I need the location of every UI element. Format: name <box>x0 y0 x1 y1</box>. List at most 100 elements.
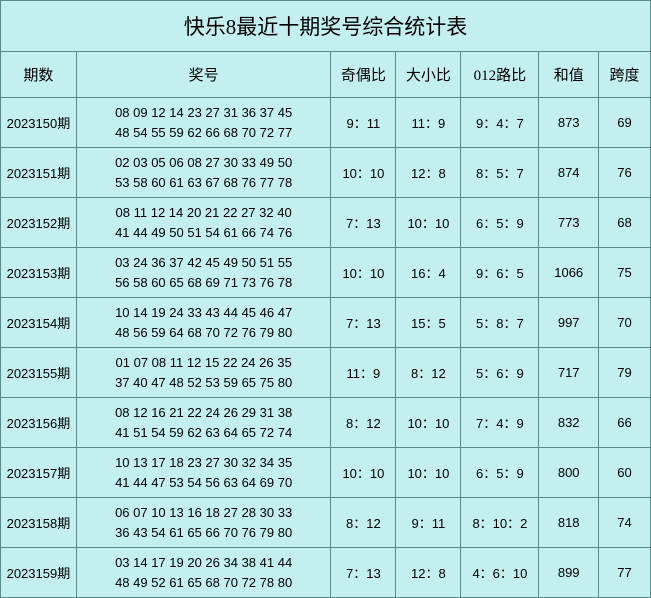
header-period: 期数 <box>1 52 77 98</box>
numbers-line1: 01 07 08 11 12 15 22 24 26 35 <box>81 353 327 373</box>
span-cell: 75 <box>598 248 650 298</box>
numbers-cell: 03 14 17 19 20 26 34 38 41 4448 49 52 61… <box>76 548 331 598</box>
period-cell: 2023152期 <box>1 198 77 248</box>
big-small-cell: 9：11 <box>396 498 461 548</box>
odd-even-cell: 10：10 <box>331 148 396 198</box>
sum-cell: 1066 <box>539 248 599 298</box>
table-row: 2023158期06 07 10 13 16 18 27 28 30 3336 … <box>1 498 651 548</box>
period-cell: 2023156期 <box>1 398 77 448</box>
table-row: 2023157期10 13 17 18 23 27 30 32 34 3541 … <box>1 448 651 498</box>
numbers-line1: 10 14 19 24 33 43 44 45 46 47 <box>81 303 327 323</box>
header-span: 跨度 <box>598 52 650 98</box>
numbers-line1: 08 12 16 21 22 24 26 29 31 38 <box>81 403 327 423</box>
sum-cell: 773 <box>539 198 599 248</box>
route-012-cell: 7：4：9 <box>461 398 539 448</box>
span-cell: 68 <box>598 198 650 248</box>
span-cell: 79 <box>598 348 650 398</box>
span-cell: 69 <box>598 98 650 148</box>
route-012-cell: 6：5：9 <box>461 198 539 248</box>
table-row: 2023154期10 14 19 24 33 43 44 45 46 4748 … <box>1 298 651 348</box>
odd-even-cell: 7：13 <box>331 198 396 248</box>
span-cell: 76 <box>598 148 650 198</box>
numbers-line2: 41 44 47 53 54 56 63 64 69 70 <box>81 473 327 493</box>
sum-cell: 800 <box>539 448 599 498</box>
span-cell: 77 <box>598 548 650 598</box>
odd-even-cell: 10：10 <box>331 248 396 298</box>
table-row: 2023159期03 14 17 19 20 26 34 38 41 4448 … <box>1 548 651 598</box>
numbers-line2: 41 44 49 50 51 54 61 66 74 76 <box>81 223 327 243</box>
numbers-cell: 03 24 36 37 42 45 49 50 51 5556 58 60 65… <box>76 248 331 298</box>
sum-cell: 899 <box>539 548 599 598</box>
big-small-cell: 10：10 <box>396 398 461 448</box>
header-odd-even: 奇偶比 <box>331 52 396 98</box>
big-small-cell: 10：10 <box>396 448 461 498</box>
period-cell: 2023158期 <box>1 498 77 548</box>
odd-even-cell: 10：10 <box>331 448 396 498</box>
big-small-cell: 11：9 <box>396 98 461 148</box>
table-row: 2023153期03 24 36 37 42 45 49 50 51 5556 … <box>1 248 651 298</box>
numbers-cell: 06 07 10 13 16 18 27 28 30 3336 43 54 61… <box>76 498 331 548</box>
route-012-cell: 8：10：2 <box>461 498 539 548</box>
table-row: 2023156期08 12 16 21 22 24 26 29 31 3841 … <box>1 398 651 448</box>
numbers-line1: 08 09 12 14 23 27 31 36 37 45 <box>81 103 327 123</box>
numbers-line1: 06 07 10 13 16 18 27 28 30 33 <box>81 503 327 523</box>
stats-table-container: 快乐8最近十期奖号综合统计表 期数 奖号 奇偶比 大小比 012路比 和值 跨度… <box>0 0 651 598</box>
header-sum: 和值 <box>539 52 599 98</box>
numbers-line1: 02 03 05 06 08 27 30 33 49 50 <box>81 153 327 173</box>
big-small-cell: 12：8 <box>396 548 461 598</box>
numbers-cell: 01 07 08 11 12 15 22 24 26 3537 40 47 48… <box>76 348 331 398</box>
header-big-small: 大小比 <box>396 52 461 98</box>
table-row: 2023155期01 07 08 11 12 15 22 24 26 3537 … <box>1 348 651 398</box>
numbers-line1: 03 14 17 19 20 26 34 38 41 44 <box>81 553 327 573</box>
route-012-cell: 4：6：10 <box>461 548 539 598</box>
numbers-cell: 10 13 17 18 23 27 30 32 34 3541 44 47 53… <box>76 448 331 498</box>
header-numbers: 奖号 <box>76 52 331 98</box>
numbers-line2: 48 49 52 61 65 68 70 72 78 80 <box>81 573 327 593</box>
sum-cell: 997 <box>539 298 599 348</box>
route-012-cell: 9：4：7 <box>461 98 539 148</box>
stats-table: 期数 奖号 奇偶比 大小比 012路比 和值 跨度 2023150期08 09 … <box>0 51 651 598</box>
period-cell: 2023155期 <box>1 348 77 398</box>
sum-cell: 832 <box>539 398 599 448</box>
route-012-cell: 6：5：9 <box>461 448 539 498</box>
table-title: 快乐8最近十期奖号综合统计表 <box>0 0 651 51</box>
odd-even-cell: 7：13 <box>331 298 396 348</box>
period-cell: 2023150期 <box>1 98 77 148</box>
numbers-cell: 08 09 12 14 23 27 31 36 37 4548 54 55 59… <box>76 98 331 148</box>
table-row: 2023151期02 03 05 06 08 27 30 33 49 5053 … <box>1 148 651 198</box>
numbers-line1: 10 13 17 18 23 27 30 32 34 35 <box>81 453 327 473</box>
period-cell: 2023154期 <box>1 298 77 348</box>
big-small-cell: 10：10 <box>396 198 461 248</box>
span-cell: 60 <box>598 448 650 498</box>
odd-even-cell: 11：9 <box>331 348 396 398</box>
header-route: 012路比 <box>461 52 539 98</box>
numbers-line2: 37 40 47 48 52 53 59 65 75 80 <box>81 373 327 393</box>
numbers-line2: 41 51 54 59 62 63 64 65 72 74 <box>81 423 327 443</box>
route-012-cell: 5：6：9 <box>461 348 539 398</box>
sum-cell: 717 <box>539 348 599 398</box>
table-row: 2023152期08 11 12 14 20 21 22 27 32 4041 … <box>1 198 651 248</box>
numbers-line2: 48 54 55 59 62 66 68 70 72 77 <box>81 123 327 143</box>
numbers-line2: 53 58 60 61 63 67 68 76 77 78 <box>81 173 327 193</box>
numbers-cell: 10 14 19 24 33 43 44 45 46 4748 56 59 64… <box>76 298 331 348</box>
numbers-cell: 08 12 16 21 22 24 26 29 31 3841 51 54 59… <box>76 398 331 448</box>
big-small-cell: 16：4 <box>396 248 461 298</box>
span-cell: 66 <box>598 398 650 448</box>
odd-even-cell: 9：11 <box>331 98 396 148</box>
numbers-line2: 36 43 54 61 65 66 70 76 79 80 <box>81 523 327 543</box>
period-cell: 2023159期 <box>1 548 77 598</box>
span-cell: 70 <box>598 298 650 348</box>
big-small-cell: 8：12 <box>396 348 461 398</box>
odd-even-cell: 7：13 <box>331 548 396 598</box>
route-012-cell: 9：6：5 <box>461 248 539 298</box>
numbers-cell: 08 11 12 14 20 21 22 27 32 4041 44 49 50… <box>76 198 331 248</box>
route-012-cell: 5：8：7 <box>461 298 539 348</box>
big-small-cell: 12：8 <box>396 148 461 198</box>
numbers-line2: 56 58 60 65 68 69 71 73 76 78 <box>81 273 327 293</box>
period-cell: 2023151期 <box>1 148 77 198</box>
span-cell: 74 <box>598 498 650 548</box>
odd-even-cell: 8：12 <box>331 498 396 548</box>
big-small-cell: 15：5 <box>396 298 461 348</box>
numbers-line2: 48 56 59 64 68 70 72 76 79 80 <box>81 323 327 343</box>
numbers-line1: 08 11 12 14 20 21 22 27 32 40 <box>81 203 327 223</box>
